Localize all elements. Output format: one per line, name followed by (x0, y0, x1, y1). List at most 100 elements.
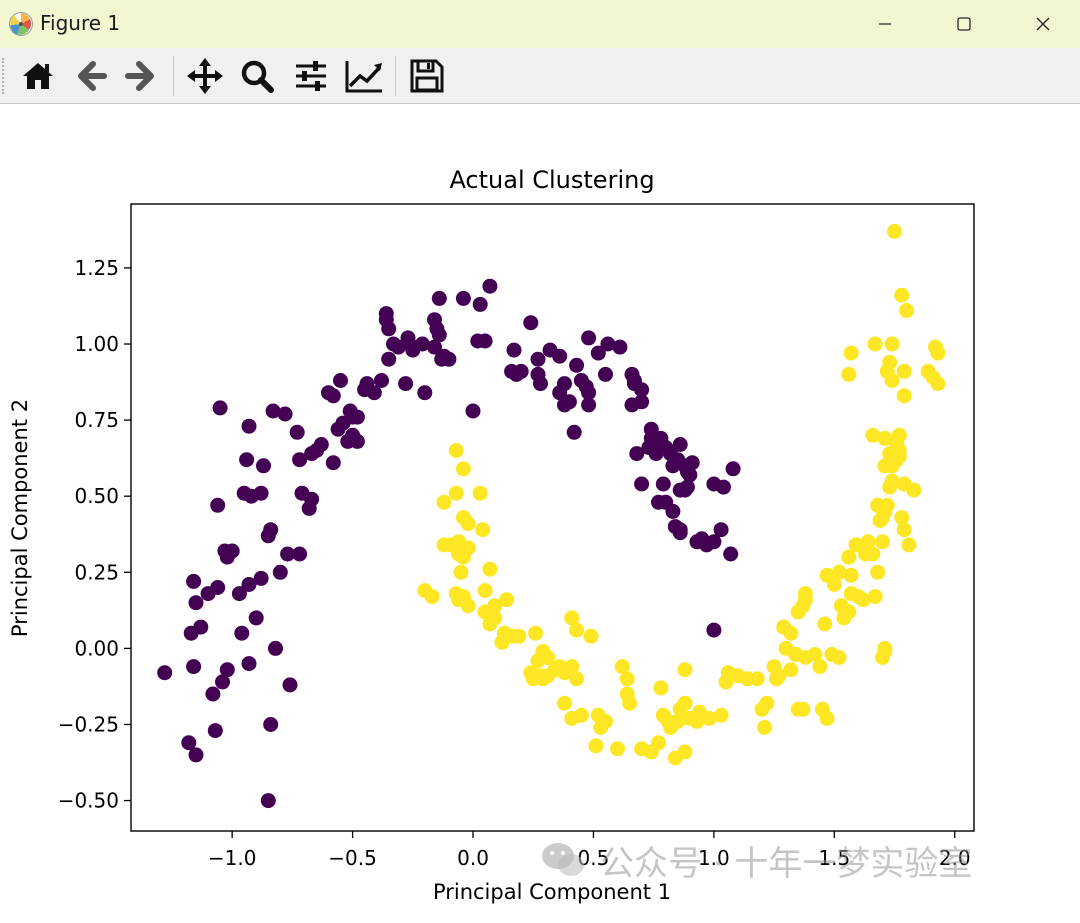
data-point (557, 695, 572, 711)
arrow-left-icon (78, 61, 107, 91)
data-point (569, 622, 585, 638)
y-tick-label: 1.00 (74, 332, 119, 356)
zoom-button[interactable] (235, 54, 279, 98)
data-point (241, 418, 257, 434)
data-point (256, 458, 271, 474)
data-point (899, 303, 915, 318)
data-point (614, 659, 630, 675)
data-point (867, 336, 883, 352)
data-point (325, 455, 341, 471)
data-point (713, 707, 729, 723)
y-tick-label: 1.25 (74, 256, 119, 280)
data-point (465, 403, 481, 419)
data-point (511, 628, 527, 644)
data-point (812, 659, 828, 675)
data-point (477, 333, 493, 349)
data-point (817, 616, 833, 632)
data-point (725, 461, 741, 477)
figure-canvas[interactable]: Actual Clustering −1.0 −0.5 0.0 0.5 1.0 1.5 2.… (0, 104, 1080, 919)
data-point (205, 686, 221, 702)
data-point (210, 580, 226, 595)
forward-button[interactable] (119, 54, 163, 98)
data-point (564, 610, 580, 626)
save-button[interactable] (405, 54, 449, 98)
data-point (253, 570, 269, 586)
data-point (506, 342, 522, 358)
data-point (831, 564, 847, 580)
x-tick-label: −0.5 (328, 846, 377, 870)
maximize-icon (957, 17, 971, 31)
data-point (841, 366, 857, 382)
data-point (186, 573, 202, 589)
toolbar-separator (173, 56, 174, 96)
axes-frame (130, 203, 975, 832)
data-point (333, 373, 348, 388)
data-point (877, 458, 893, 474)
data-point (865, 427, 881, 443)
data-point (417, 583, 433, 598)
x-tick-label: −1.0 (208, 846, 257, 870)
data-point (530, 653, 546, 669)
move-icon (187, 58, 223, 94)
minimize-icon (879, 23, 891, 25)
data-point (590, 345, 606, 361)
data-point (455, 290, 471, 306)
data-point (771, 668, 787, 684)
data-point (349, 409, 365, 425)
magnifier-icon (241, 60, 274, 93)
data-point (236, 485, 252, 501)
y-tick-label: 0.25 (74, 560, 119, 584)
data-point (241, 577, 257, 592)
data-point (783, 625, 799, 641)
data-point (759, 695, 775, 711)
data-point (455, 461, 471, 477)
arrow-right-icon (125, 61, 154, 91)
home-button[interactable] (16, 54, 60, 98)
data-point (884, 473, 900, 489)
home-icon (23, 63, 53, 89)
minimize-button[interactable] (846, 0, 924, 48)
data-point (289, 424, 305, 440)
data-point (499, 592, 515, 608)
data-point (879, 497, 895, 513)
data-point (260, 793, 276, 809)
data-point (651, 494, 666, 510)
data-point (588, 738, 604, 754)
configure-subplots-button[interactable] (289, 54, 333, 98)
data-point (292, 546, 308, 562)
data-point (610, 741, 625, 757)
line-chart-icon (345, 61, 382, 93)
data-point (390, 339, 406, 355)
close-button[interactable] (1004, 0, 1080, 48)
window-title: Figure 1 (40, 11, 121, 35)
data-point (188, 747, 204, 763)
y-tick-label: −0.25 (58, 712, 119, 736)
data-point (569, 671, 585, 687)
data-point (231, 586, 247, 602)
data-point (477, 583, 493, 598)
data-point (858, 546, 874, 562)
data-point (860, 534, 876, 550)
pan-button[interactable] (183, 54, 227, 98)
data-point (212, 400, 228, 416)
data-point (706, 622, 722, 638)
data-point (441, 351, 457, 367)
data-point (679, 464, 695, 480)
back-button[interactable] (69, 54, 113, 98)
scatter-chart: Actual Clustering −1.0 −0.5 0.0 0.5 1.0 1.5 2.… (8, 166, 975, 904)
data-point (188, 595, 204, 611)
edit-axis-button[interactable] (342, 54, 386, 98)
data-point (239, 452, 255, 468)
x-axis-label: Principal Component 1 (433, 880, 671, 904)
data-point (366, 385, 382, 401)
data-point (600, 336, 616, 352)
maximize-button[interactable] (925, 0, 1003, 48)
toolbar-grip[interactable] (2, 58, 8, 94)
data-point (533, 376, 548, 392)
data-point (677, 662, 693, 678)
data-point (841, 549, 857, 565)
data-point (482, 561, 498, 577)
data-point (619, 671, 635, 687)
data-point (265, 403, 281, 419)
data-point (475, 522, 491, 538)
